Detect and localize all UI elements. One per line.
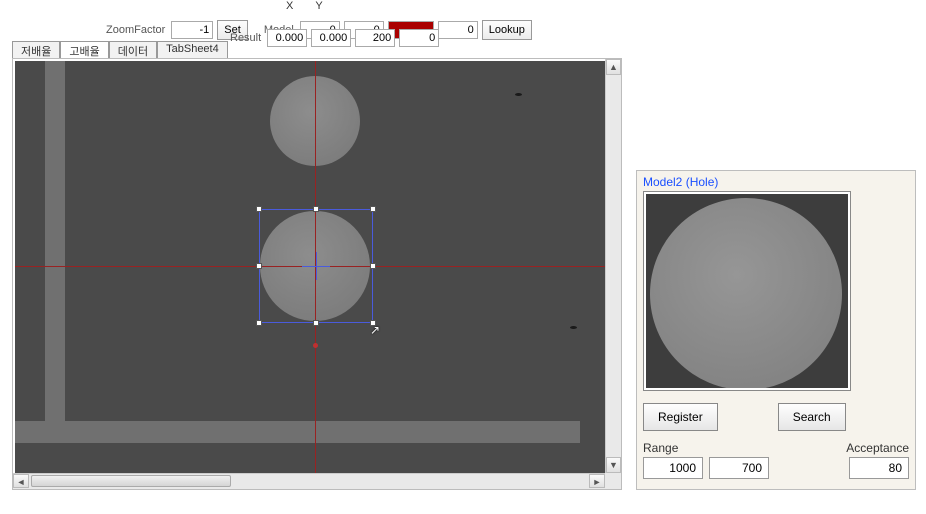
result-b-input[interactable]: [399, 29, 439, 47]
left-pane: X Y ZoomFactor Set Model Lookup Result 저…: [6, 0, 628, 500]
cursor-icon: ↖: [370, 323, 380, 337]
zoom-label: ZoomFactor: [106, 24, 165, 36]
zoom-input[interactable]: [171, 21, 213, 39]
acceptance-input[interactable]: [849, 457, 909, 479]
range-inputs: [643, 457, 909, 479]
tabstrip: 저배율 고배율 데이터 TabSheet4: [12, 41, 228, 59]
model-extra-input[interactable]: [438, 21, 478, 39]
selection-handle[interactable]: [370, 263, 376, 269]
image-viewer: ↖ ▲ ▼ ◄ ►: [12, 58, 622, 490]
viewport[interactable]: ↖: [15, 61, 605, 473]
result-a-input[interactable]: [355, 29, 395, 47]
rail-vertical: [45, 61, 65, 421]
thumbnail-image: [646, 194, 848, 388]
panel-title: Model2 (Hole): [643, 175, 909, 189]
tab-lowmag[interactable]: 저배율: [12, 41, 60, 59]
range-label: Range: [643, 441, 678, 455]
dust-speck: [515, 93, 522, 96]
scroll-right-icon[interactable]: ►: [589, 474, 605, 488]
tab-sheet4[interactable]: TabSheet4: [157, 41, 228, 59]
selection-handle[interactable]: [313, 206, 319, 212]
scroll-thumb[interactable]: [31, 475, 231, 487]
scroll-down-icon[interactable]: ▼: [606, 457, 621, 473]
tab-highmag[interactable]: 고배율: [60, 41, 108, 59]
result-x-input[interactable]: [267, 29, 307, 47]
tab-data[interactable]: 데이터: [109, 41, 157, 59]
register-button[interactable]: Register: [643, 403, 718, 431]
thumbnail-circle: [650, 198, 842, 388]
scroll-corner: [605, 473, 621, 489]
range-row: Range Acceptance: [643, 441, 909, 455]
search-button[interactable]: Search: [778, 403, 846, 431]
range-b-input[interactable]: [709, 457, 769, 479]
panel-button-row: Register Search: [643, 403, 909, 431]
result-y-input[interactable]: [311, 29, 351, 47]
marker-dot: [313, 343, 318, 348]
selection-handle[interactable]: [256, 320, 262, 326]
selection-handle[interactable]: [370, 206, 376, 212]
lookup-button[interactable]: Lookup: [482, 20, 532, 40]
scrollbar-horizontal[interactable]: ◄ ►: [13, 473, 605, 489]
thumbnail-frame: [643, 191, 851, 391]
toolbar-row-2: Result: [230, 27, 439, 45]
acceptance-label: Acceptance: [846, 441, 909, 455]
scroll-up-icon[interactable]: ▲: [606, 59, 621, 75]
range-a-input[interactable]: [643, 457, 703, 479]
scrollbar-vertical[interactable]: ▲ ▼: [605, 59, 621, 473]
rail-horizontal: [15, 421, 580, 443]
model-panel: Model2 (Hole) Register Search Range Acce…: [636, 170, 916, 490]
selection-handle[interactable]: [313, 320, 319, 326]
result-label: Result: [230, 32, 261, 44]
selection-center-v: [316, 252, 317, 280]
selection-handle[interactable]: [256, 263, 262, 269]
selection-handle[interactable]: [256, 206, 262, 212]
scroll-left-icon[interactable]: ◄: [13, 474, 29, 488]
dust-speck: [570, 326, 577, 329]
